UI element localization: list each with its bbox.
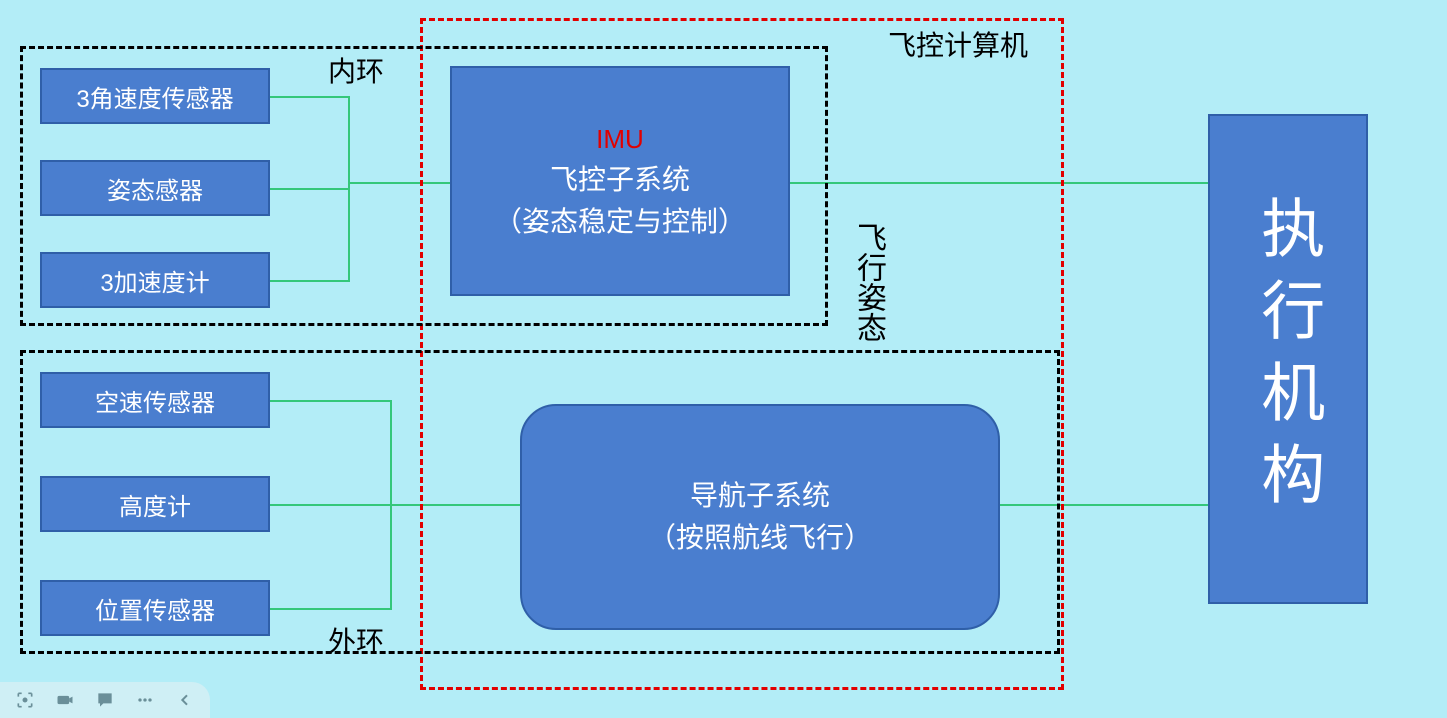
label-outer-loop: 外环 xyxy=(328,620,384,660)
sensor-label: 空速传感器 xyxy=(95,383,215,418)
label-flight-computer: 飞控计算机 xyxy=(888,24,1028,64)
camera-icon[interactable] xyxy=(54,689,76,711)
sensor-position: 位置传感器 xyxy=(40,580,270,636)
comment-icon[interactable] xyxy=(94,689,116,711)
actuator-label: 执行机构 xyxy=(1253,195,1323,523)
sensor-attitude: 姿态感器 xyxy=(40,160,270,216)
label-inner-loop: 内环 xyxy=(328,50,384,90)
more-icon[interactable] xyxy=(134,689,156,711)
subsystem-title: 飞控子系统 xyxy=(550,159,690,201)
sensor-accel: 3加速度计 xyxy=(40,252,270,308)
label-flight-attitude: 飞行姿态 xyxy=(846,222,890,342)
subsystem-subtitle: （姿态稳定与控制） xyxy=(494,201,746,243)
sensor-airspeed: 空速传感器 xyxy=(40,372,270,428)
imu-label: IMU xyxy=(596,120,644,159)
subsystem-navigation: 导航子系统 （按照航线飞行） xyxy=(520,404,1000,630)
sensor-label: 3角速度传感器 xyxy=(76,79,233,114)
collapse-icon[interactable] xyxy=(174,689,196,711)
subsystem-subtitle: （按照航线飞行） xyxy=(648,517,872,559)
subsystem-title: 导航子系统 xyxy=(690,475,830,517)
sensor-label: 高度计 xyxy=(119,487,191,522)
sensor-label: 位置传感器 xyxy=(95,591,215,626)
sensor-gyro: 3角速度传感器 xyxy=(40,68,270,124)
sensor-altimeter: 高度计 xyxy=(40,476,270,532)
actuator-block: 执行机构 xyxy=(1208,114,1368,604)
toolbar xyxy=(0,682,210,718)
subsystem-attitude: IMU 飞控子系统 （姿态稳定与控制） xyxy=(450,66,790,296)
screenshot-icon[interactable] xyxy=(14,689,36,711)
sensor-label: 姿态感器 xyxy=(107,171,203,206)
diagram-canvas: 飞控计算机 内环 外环 3角速度传感器 姿态感器 3加速度计 空速传感器 高度计… xyxy=(0,0,1447,718)
sensor-label: 3加速度计 xyxy=(100,263,209,298)
